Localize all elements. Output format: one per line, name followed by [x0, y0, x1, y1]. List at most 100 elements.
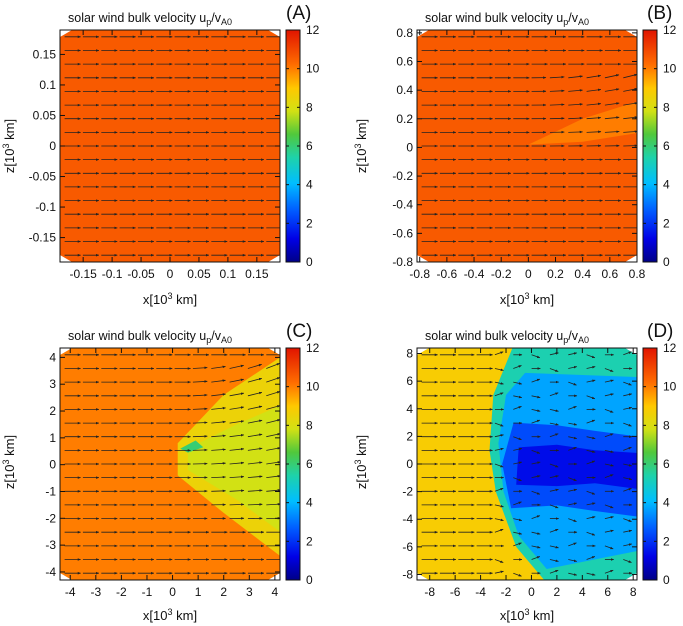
velocity-arrow: [623, 477, 633, 481]
x-tick-label: -0.2: [491, 267, 512, 281]
velocity-arrow: [192, 448, 208, 452]
y-tick-label: 3: [49, 377, 56, 391]
velocity-arrow: [586, 74, 602, 79]
velocity-arrow: [549, 569, 559, 574]
velocity-arrow: [247, 433, 263, 438]
y-tick-label: -6: [402, 540, 413, 554]
velocity-arrow: [211, 420, 226, 424]
colorbar-tick-label: 2: [306, 534, 313, 548]
velocity-arrow: [494, 559, 504, 563]
velocity-arrow: [266, 433, 280, 438]
velocity-arrow: [247, 405, 263, 410]
velocity-arrow: [211, 406, 226, 410]
x-tick-label: -0.15: [69, 267, 97, 281]
panel-title: solar wind bulk velocity up/vA0: [68, 329, 232, 345]
x-tick-label: -0.6: [437, 267, 458, 281]
velocity-arrow: [266, 419, 280, 424]
velocity-arrow: [211, 489, 226, 493]
velocity-arrow: [586, 130, 602, 134]
colorbar-tick-label: 8: [306, 100, 313, 114]
x-tick-label: -4: [65, 585, 76, 599]
colorbar-tick-label: 4: [306, 178, 313, 192]
x-tick-label: -1: [142, 585, 153, 599]
velocity-arrow: [211, 448, 226, 451]
velocity-arrow: [192, 421, 208, 424]
y-tick-label: -4: [402, 512, 413, 526]
velocity-arrow: [586, 572, 596, 576]
velocity-arrow: [549, 409, 559, 412]
colorbar-tick-label: 2: [663, 216, 670, 230]
y-tick-label: -2: [402, 485, 413, 499]
velocity-arrow: [568, 103, 583, 106]
velocity-arrow: [586, 379, 596, 383]
velocity-arrow: [568, 406, 577, 410]
velocity-arrow: [623, 518, 632, 522]
colorbar-tick-label: 0: [663, 573, 670, 587]
velocity-arrow: [531, 515, 541, 519]
velocity-arrow: [494, 528, 504, 533]
velocity-arrow: [623, 487, 632, 492]
x-tick-label: -0.05: [127, 267, 155, 281]
x-tick-label: 0.15: [245, 267, 269, 281]
velocity-arrow: [623, 463, 633, 467]
velocity-arrow: [266, 377, 280, 383]
velocity-arrow: [229, 406, 245, 410]
y-tick-label: 0.15: [33, 47, 57, 61]
panel-title: solar wind bulk velocity up/vA0: [68, 11, 232, 27]
velocity-arrow: [266, 405, 280, 410]
y-tick-label: 2: [406, 429, 413, 443]
velocity-arrow: [549, 89, 565, 93]
x-tick-label: -8: [424, 585, 435, 599]
y-axis-label: z[103 km]: [353, 435, 369, 489]
velocity-arrow: [586, 450, 596, 453]
velocity-arrow: [531, 378, 541, 383]
velocity-arrow: [494, 422, 504, 427]
velocity-arrow: [586, 365, 596, 369]
x-tick-label: -3: [90, 585, 101, 599]
velocity-arrow: [549, 433, 559, 438]
velocity-arrow: [211, 393, 226, 397]
velocity-arrow: [192, 366, 208, 370]
velocity-arrow: [604, 88, 620, 92]
velocity-arrow: [494, 351, 504, 356]
velocity-arrow: [229, 447, 245, 451]
velocity-arrow: [568, 518, 577, 522]
y-tick-label: 0.2: [396, 112, 413, 126]
velocity-arrow: [266, 461, 280, 465]
velocity-arrow: [531, 545, 541, 549]
mesh-corner: [625, 255, 637, 262]
mesh-corner: [268, 348, 280, 355]
mesh-corner: [60, 573, 72, 580]
x-tick-label: 4: [579, 585, 586, 599]
colorbar-tick-label: 6: [663, 139, 670, 153]
velocity-arrow: [247, 489, 263, 492]
y-axis-label: z[103 km]: [353, 119, 369, 173]
x-tick-label: 0.8: [629, 267, 646, 281]
velocity-arrow: [247, 461, 263, 465]
velocity-arrow: [192, 407, 208, 411]
x-axis-label: x[103 km]: [500, 607, 554, 623]
velocity-arrow: [531, 419, 541, 424]
velocity-arrow: [568, 559, 578, 563]
y-tick-label: 0.6: [396, 55, 413, 69]
colorbar-tick-label: 10: [306, 380, 320, 394]
velocity-arrow: [247, 503, 263, 506]
x-tick-label: -2: [501, 585, 512, 599]
x-tick-label: -6: [450, 585, 461, 599]
velocity-arrow: [494, 381, 504, 385]
y-tick-label: -4: [45, 565, 56, 579]
velocity-arrow: [623, 102, 637, 106]
velocity-arrow: [513, 447, 523, 451]
velocity-arrow: [531, 395, 541, 399]
velocity-arrow: [586, 490, 596, 495]
velocity-arrow: [531, 531, 541, 535]
velocity-arrow: [604, 130, 620, 133]
mesh-corner: [60, 30, 72, 37]
velocity-arrow: [229, 489, 245, 492]
velocity-arrow: [586, 102, 602, 106]
x-tick-label: 0: [525, 267, 532, 281]
velocity-arrow: [513, 501, 522, 506]
mesh-corner: [268, 573, 280, 580]
panel-label: (C): [286, 321, 312, 342]
velocity-arrow: [211, 475, 226, 479]
